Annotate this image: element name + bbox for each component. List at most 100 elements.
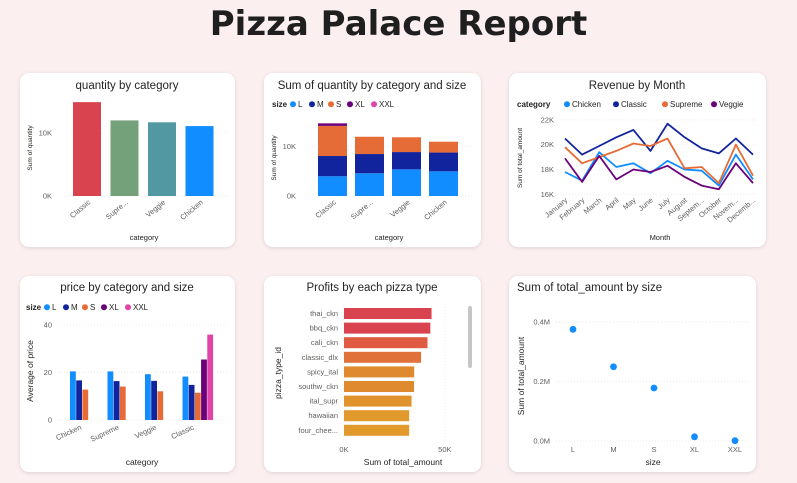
x-tick-label: Classic [68,197,92,220]
y-tick-label: 22K [541,115,554,124]
x-tick-label: May [621,195,638,211]
y-tick-label: 0 [48,416,52,425]
bar-veggie-s [157,391,164,420]
bar-classic-xl [201,359,207,420]
bar-four_chee [344,424,410,436]
x-tick-label: XXL [728,445,742,454]
legend-label-xl: XL [109,303,119,312]
y-tick-label: ital_supr [310,397,339,406]
bar-veggie [148,122,176,196]
legend-title: size [26,303,42,312]
legend-label-xl: XL [355,100,365,109]
line-chicken [564,151,754,187]
x-axis-title: Month [650,233,671,242]
bar-hawaiian [344,410,410,422]
bar-veggie-m [151,380,157,420]
total-amount-by-size-chart: Sum of total_amount by size 0.0M 0.2M 0.4M L… [516,282,749,467]
bar-chicken-m [76,380,82,420]
legend-title: category [517,100,551,109]
chart-card-quantity-by-category-size[interactable]: Sum of quantity by category and size size… [264,73,481,247]
legend-label-l: L [298,100,303,109]
y-tick-label: cali_ckn [311,338,338,347]
bar-southw_ckn [344,381,414,392]
point-xxl [731,437,739,445]
x-axis-title: category [126,457,159,467]
y-axis-title: pizza_type_id [273,347,283,399]
x-tick-label: M [610,445,616,454]
quantity-by-category-size-chart: Sum of quantity by category and size size… [271,80,472,242]
y-axis-title: Sum of quantity [271,135,278,181]
chart-card-total-amount-by-size[interactable]: Sum of total_amount by size 0.0M 0.2M 0.4M L… [509,276,756,472]
page-title: Pizza Palace Report [209,4,588,44]
x-tick-label: April [603,195,621,212]
bar-classic-l [182,376,189,420]
bar-supreme [110,120,139,196]
point-m [610,363,617,371]
legend-label-s: S [90,303,95,312]
legend-marker-supreme [662,101,668,108]
x-tick-label: S [651,445,656,454]
bar-supreme-l [107,371,114,420]
legend-marker-chicken [564,101,570,108]
chart-title: Sum of quantity by category and size [278,80,467,92]
point-l [569,325,577,333]
line-veggie [564,155,754,191]
x-tick-label: Veggie [144,198,167,220]
x-axis-title: Sum of total_amount [364,457,443,467]
bar-classic-m [188,384,195,420]
chart-card-quantity-by-category[interactable]: quantity by category 0K 10K Classic Supre...… [20,73,235,247]
y-tick-label: 40 [44,321,52,330]
y-tick-label: spicy_ital [307,367,338,376]
y-tick-label: hawaiian [308,411,338,420]
legend-marker-xxl [125,304,131,311]
legend-title: size [272,100,288,109]
bar-segment-veggie-s [392,137,421,153]
legend-marker-xl [347,101,353,108]
legend-marker-l [44,304,50,311]
chart-card-price-by-category-size[interactable]: price by category and size size L M S XL XXL 0 2… [20,276,235,472]
bar-classic_dlx [344,351,422,363]
bar-classic-s [194,392,201,420]
bar-segment-supreme-l [355,173,384,196]
y-tick-label: southw_ckn [298,382,338,391]
y-tick-label: 0.2M [533,377,550,386]
x-tick-label: XL [690,445,699,454]
legend-label-m: M [317,100,324,109]
legend-marker-xl [101,304,107,311]
chart-title: Revenue by Month [589,80,686,92]
legend-label-chicken: Chicken [572,100,601,109]
bar-segment-chicken-l [429,171,458,196]
scrollbar-thumb [468,306,472,368]
x-tick-label: Chicken [54,423,82,443]
chart-title: Profits by each pizza type [306,282,437,294]
bar-veggie-l [145,374,151,420]
y-axis-title: Sum of quantity [27,125,34,171]
bar-thai_ckn [344,308,432,319]
quantity-by-category-chart: quantity by category 0K 10K Classic Supre...… [27,80,228,242]
x-tick-label: Supre... [104,198,130,222]
y-tick-label: classic_dlx [302,353,339,362]
bar-segment-veggie-l [392,169,421,196]
y-tick-label: 10K [283,142,296,151]
line-classic [564,122,754,156]
x-tick-label: Veggie [133,423,158,441]
bar-ital_supr [344,395,412,407]
bar-segment-classic-l [318,176,347,196]
x-axis-title: size [645,457,660,467]
bar-cali_ckn [344,337,428,349]
legend-label-classic: Classic [621,100,647,109]
chart-card-revenue-by-month[interactable]: Revenue by Month category Chicken Classic Su… [509,73,766,247]
bar-segment-supreme-s [355,136,384,155]
x-tick-label: Veggie [388,198,411,220]
x-tick-label: Supreme [89,423,120,444]
x-tick-label: 0K [339,445,348,454]
y-tick-label: four_chee... [298,426,338,435]
legend-label-l: L [52,303,57,312]
y-tick-label: 0.4M [533,317,550,326]
x-tick-label: L [571,445,575,454]
chart-card-profits-by-pizza-type[interactable]: Profits by each pizza type 0K 50K thai_ckn b… [264,276,481,472]
bar-chicken-s [82,389,89,420]
y-tick-label: 10K [39,129,52,138]
x-axis-title: category [375,233,404,242]
legend-marker-xxl [371,101,377,108]
